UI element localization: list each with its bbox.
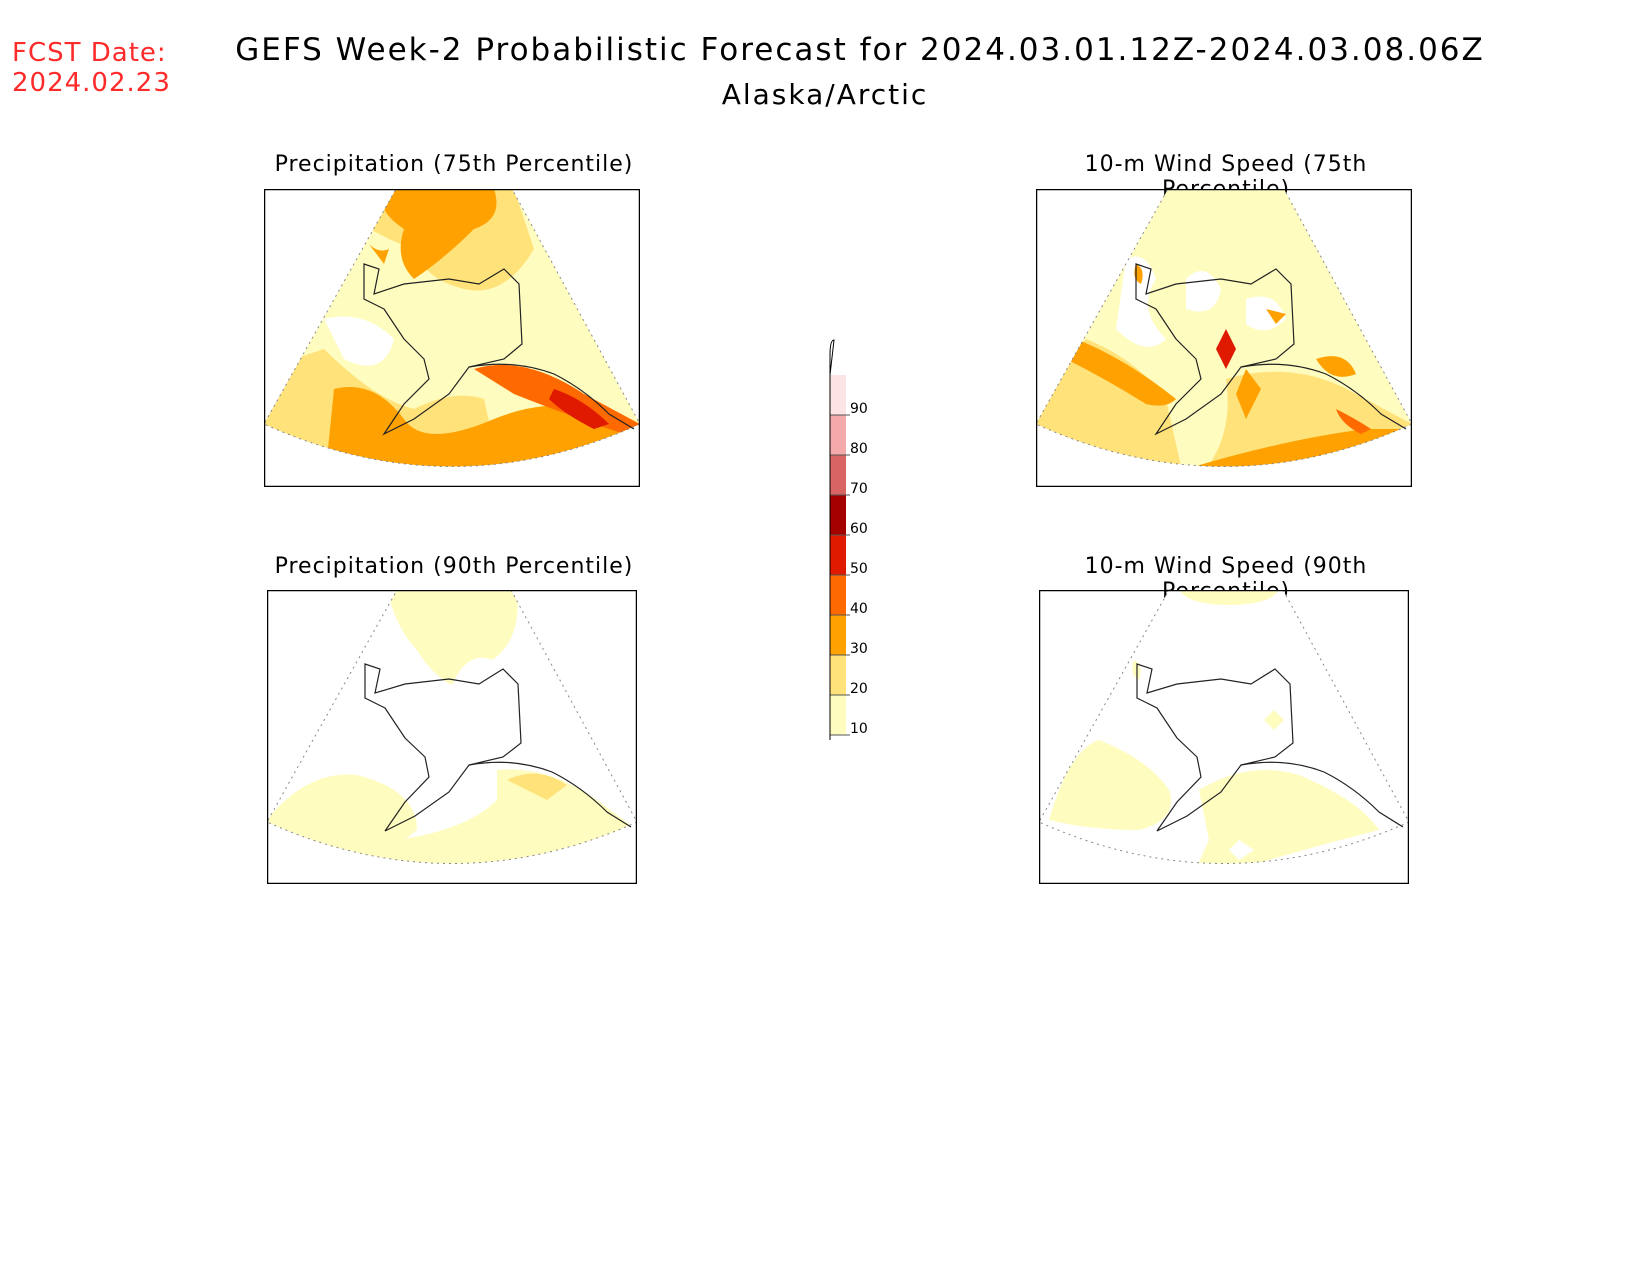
legend-label: 60 [850, 521, 868, 537]
forecast-date-label: FCST Date: [12, 38, 167, 68]
legend-label: 30 [850, 641, 868, 657]
map-wind-75 [1036, 189, 1412, 487]
map-precip-75 [264, 189, 640, 487]
legend-swatch [830, 415, 846, 455]
legend-swatch [830, 615, 846, 655]
panel-title-precip-75: Precipitation (75th Percentile) [274, 152, 634, 177]
panel-title-precip-90: Precipitation (90th Percentile) [274, 554, 634, 579]
map-precip-90 [267, 590, 637, 884]
page-title: GEFS Week-2 Probabilistic Forecast for 2… [235, 32, 1485, 68]
legend-label: 70 [850, 481, 868, 497]
forecast-date-block: FCST Date: 2024.02.23 [12, 38, 171, 98]
legend-swatch [830, 655, 846, 695]
legend-swatch [830, 695, 846, 735]
map-wind-90 [1039, 590, 1409, 884]
forecast-date-value: 2024.02.23 [12, 68, 171, 98]
legend-label: 20 [850, 681, 868, 697]
legend-swatch [830, 495, 846, 535]
color-legend: 90 80 70 60 50 40 30 20 10 [829, 339, 868, 740]
legend-swatch [830, 575, 846, 615]
legend-top-tip [829, 339, 835, 376]
legend-swatch [830, 535, 846, 575]
legend-label: 10 [850, 721, 868, 737]
legend-swatch [830, 455, 846, 495]
legend-label: 40 [850, 601, 868, 617]
legend-label: 90 [850, 401, 868, 417]
legend-label: 80 [850, 441, 868, 457]
legend-swatch [830, 375, 846, 415]
legend-edge [829, 375, 831, 740]
page-subtitle: Alaska/Arctic [721, 78, 929, 111]
legend-label: 50 [850, 561, 868, 577]
